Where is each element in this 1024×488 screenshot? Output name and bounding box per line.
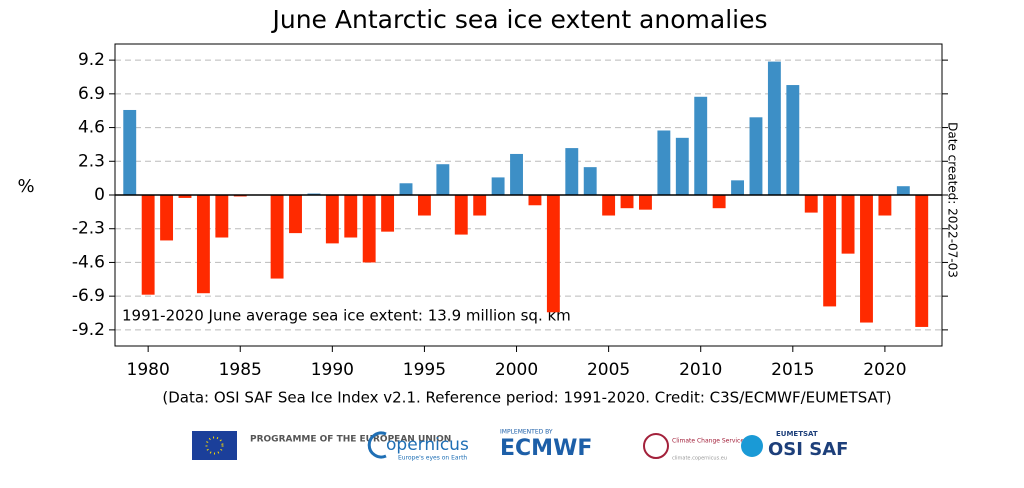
- bar: [123, 109, 137, 195]
- osisaf-top: EUMETSAT: [776, 430, 818, 438]
- y-tick-label: 2.3: [78, 151, 105, 171]
- bar: [510, 153, 523, 195]
- x-tick-label: 1985: [219, 360, 262, 380]
- bar: [381, 195, 395, 232]
- bar: [528, 195, 542, 206]
- plot-frame: [114, 43, 943, 347]
- bar: [362, 195, 376, 263]
- bar: [325, 195, 339, 244]
- logo-eu: PROGRAMME OF THE EUROPEAN UNION: [192, 431, 451, 460]
- bar: [786, 85, 800, 195]
- bar: [436, 164, 450, 195]
- bar: [823, 195, 837, 307]
- logo-copernicus: opernicus Europe's eyes on Earth: [367, 431, 469, 462]
- bar: [141, 195, 155, 295]
- osisaf-icon: [741, 435, 763, 457]
- bar: [694, 96, 708, 195]
- y-tick-label: 0: [94, 185, 105, 205]
- bar: [896, 186, 910, 195]
- y-tick-label: 6.9: [78, 84, 105, 104]
- logo-c3s: Climate Change Service climate.copernicu…: [643, 433, 744, 462]
- bar: [270, 195, 284, 279]
- y-tick-label: 9.2: [78, 50, 105, 70]
- bar: [767, 61, 781, 196]
- bar: [878, 195, 892, 216]
- bar: [344, 195, 358, 238]
- bar: [417, 195, 431, 216]
- bar: [565, 148, 579, 195]
- y-tick-label: 4.6: [78, 118, 105, 138]
- bar: [860, 195, 873, 323]
- bar: [178, 195, 192, 198]
- x-tick-label: 2015: [771, 360, 814, 380]
- eu-text: PROGRAMME OF THE EUROPEAN UNION: [250, 435, 451, 445]
- bar: [657, 130, 671, 195]
- bar: [602, 195, 616, 216]
- y-tick-label: -6.9: [72, 286, 105, 306]
- bar: [583, 167, 597, 195]
- x-tick-label: 1990: [311, 360, 354, 380]
- chart-title: June Antarctic sea ice extent anomalies: [270, 5, 767, 34]
- bar: [804, 195, 818, 213]
- caption: (Data: OSI SAF Sea Ice Index v2.1. Refer…: [162, 389, 891, 407]
- y-tick-label: -4.6: [72, 252, 105, 272]
- copernicus-c: [367, 431, 387, 459]
- bar: [915, 195, 929, 327]
- y-tick-label: -9.2: [72, 320, 105, 340]
- ecmwf-text: ECMWF: [500, 436, 592, 461]
- copernicus-text: opernicus: [386, 435, 469, 455]
- c3s-icon: [643, 433, 669, 459]
- bar: [473, 195, 487, 216]
- bar: [289, 195, 302, 234]
- bar: [620, 195, 634, 209]
- y-axis-label: %: [17, 176, 34, 197]
- bar: [639, 195, 652, 210]
- logo-osisaf: EUMETSAT OSI SAF: [741, 430, 848, 460]
- x-tick-label: 1980: [127, 360, 170, 380]
- bar: [196, 195, 210, 294]
- c3s-url: climate.copernicus.eu: [672, 456, 727, 462]
- osisaf-text: OSI SAF: [768, 439, 848, 460]
- x-tick-label: 2000: [495, 360, 538, 380]
- ecmwf-top: IMPLEMENTED BY: [500, 429, 553, 436]
- bar: [399, 183, 413, 195]
- bar: [491, 177, 505, 195]
- bar: [160, 195, 174, 241]
- bar: [675, 137, 689, 195]
- copernicus-tagline: Europe's eyes on Earth: [398, 455, 467, 462]
- bar: [712, 195, 726, 209]
- eu-stars: [205, 436, 224, 455]
- eu-flag: [192, 431, 237, 460]
- bar: [215, 195, 229, 238]
- c3s-text: Climate Change Service: [672, 438, 744, 445]
- plot: 9.2 6.9 4.6 2.3 0 -2.3 -4.6 -6.9 -9.2 1980 1985 199…: [72, 43, 948, 380]
- bar: [749, 117, 763, 195]
- bar: [731, 180, 744, 195]
- logo-ecmwf: IMPLEMENTED BY ECMWF: [500, 429, 592, 462]
- y-tick-label: -2.3: [72, 219, 105, 239]
- x-tick-label: 1995: [403, 360, 446, 380]
- side-note: Date created: 2022-07-03: [946, 122, 960, 278]
- x-tick-label: 2005: [587, 360, 630, 380]
- bar: [841, 195, 855, 254]
- bar: [546, 195, 560, 313]
- x-tick-label: 2010: [679, 360, 722, 380]
- x-tick-label: 2020: [863, 360, 906, 380]
- annotation: 1991-2020 June average sea ice extent: 1…: [122, 307, 571, 325]
- bar: [454, 195, 468, 235]
